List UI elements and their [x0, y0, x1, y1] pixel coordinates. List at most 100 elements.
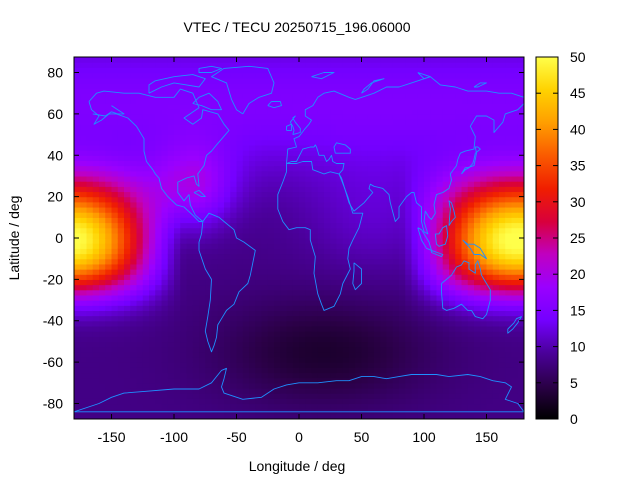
- heatmap-cell: [74, 279, 81, 286]
- heatmap-cell: [161, 103, 169, 110]
- heatmap-cell: [74, 217, 81, 224]
- heatmap-cell: [480, 72, 488, 79]
- heatmap-cell: [86, 212, 94, 218]
- heatmap-cell: [330, 150, 338, 156]
- heatmap-cell: [299, 160, 306, 167]
- heatmap-cell: [217, 274, 225, 280]
- heatmap-cell: [461, 289, 469, 296]
- heatmap-cell: [455, 248, 463, 255]
- heatmap-cell: [80, 243, 88, 249]
- heatmap-cell: [336, 403, 344, 410]
- heatmap-cell: [380, 88, 388, 94]
- heatmap-cell: [511, 351, 519, 358]
- heatmap-cell: [374, 258, 381, 265]
- heatmap-cell: [255, 155, 263, 162]
- heatmap-cell: [261, 134, 269, 141]
- heatmap-cell: [467, 206, 475, 213]
- heatmap-cell: [99, 232, 106, 239]
- heatmap-cell: [449, 93, 456, 99]
- heatmap-cell: [217, 387, 225, 394]
- heatmap-cell: [249, 269, 256, 275]
- heatmap-cell: [449, 346, 456, 353]
- heatmap-cell: [361, 212, 369, 218]
- heatmap-cell: [492, 289, 500, 296]
- heatmap-cell: [186, 413, 194, 419]
- heatmap-cell: [292, 119, 300, 125]
- heatmap-cell: [317, 150, 325, 156]
- heatmap-cell: [161, 279, 169, 286]
- heatmap-cell: [124, 232, 131, 239]
- heatmap-cell: [336, 103, 344, 110]
- heatmap-cell: [236, 62, 244, 68]
- heatmap-cell: [467, 315, 475, 322]
- heatmap-cell: [417, 310, 425, 317]
- heatmap-cell: [349, 170, 356, 177]
- heatmap-cell: [142, 336, 150, 343]
- heatmap-cell: [330, 294, 338, 301]
- heatmap-cell: [230, 62, 238, 68]
- heatmap-cell: [380, 67, 388, 74]
- heatmap-cell: [292, 57, 300, 63]
- heatmap-cell: [455, 201, 463, 208]
- heatmap-cell: [186, 67, 194, 74]
- heatmap-cell: [449, 88, 456, 94]
- heatmap-cell: [299, 346, 306, 353]
- heatmap-cell: [505, 403, 513, 410]
- heatmap-cell: [361, 300, 369, 306]
- heatmap-cell: [499, 300, 506, 306]
- heatmap-cell: [74, 82, 81, 89]
- heatmap-cell: [255, 227, 263, 234]
- heatmap-cell: [342, 310, 350, 317]
- heatmap-cell: [255, 134, 263, 141]
- heatmap-cell: [330, 134, 338, 141]
- heatmap-cell: [174, 325, 181, 332]
- heatmap-cell: [430, 227, 438, 234]
- heatmap-cell: [492, 217, 500, 224]
- heatmap-cell: [324, 289, 331, 296]
- heatmap-cell: [217, 346, 225, 353]
- heatmap-cell: [461, 186, 469, 193]
- heatmap-cell: [161, 88, 169, 94]
- heatmap-cell: [442, 113, 450, 120]
- heatmap-cell: [417, 325, 425, 332]
- heatmap-cell: [442, 289, 450, 296]
- heatmap-cell: [74, 377, 81, 384]
- heatmap-cell: [230, 387, 238, 394]
- heatmap-cell: [349, 98, 356, 105]
- heatmap-cell: [480, 108, 488, 115]
- heatmap-cell: [392, 124, 400, 130]
- heatmap-cell: [205, 67, 213, 74]
- heatmap-cell: [317, 413, 325, 419]
- heatmap-cell: [386, 393, 394, 399]
- heatmap-cell: [361, 181, 369, 187]
- heatmap-cell: [224, 263, 231, 270]
- heatmap-cell: [486, 217, 494, 224]
- heatmap-cell: [467, 243, 475, 249]
- heatmap-cell: [430, 144, 438, 151]
- heatmap-cell: [349, 113, 356, 120]
- heatmap-cell: [217, 377, 225, 384]
- heatmap-cell: [374, 331, 381, 337]
- heatmap-cell: [274, 336, 281, 343]
- heatmap-cell: [467, 263, 475, 270]
- heatmap-cell: [86, 160, 94, 167]
- heatmap-cell: [455, 403, 463, 410]
- heatmap-cell: [480, 284, 488, 291]
- heatmap-cell: [442, 217, 450, 224]
- heatmap-cell: [455, 377, 463, 384]
- heatmap-cell: [217, 155, 225, 162]
- heatmap-cell: [299, 248, 306, 255]
- heatmap-cell: [405, 351, 413, 358]
- heatmap-cell: [136, 346, 144, 353]
- heatmap-cell: [430, 346, 438, 353]
- heatmap-cell: [480, 258, 488, 265]
- heatmap-cell: [386, 356, 394, 363]
- heatmap-cell: [480, 289, 488, 296]
- heatmap-cell: [486, 341, 494, 348]
- heatmap-cell: [336, 305, 344, 311]
- heatmap-cell: [274, 362, 281, 368]
- heatmap-cell: [274, 150, 281, 156]
- heatmap-cell: [386, 139, 394, 146]
- heatmap-cell: [292, 67, 300, 74]
- heatmap-cell: [267, 248, 275, 255]
